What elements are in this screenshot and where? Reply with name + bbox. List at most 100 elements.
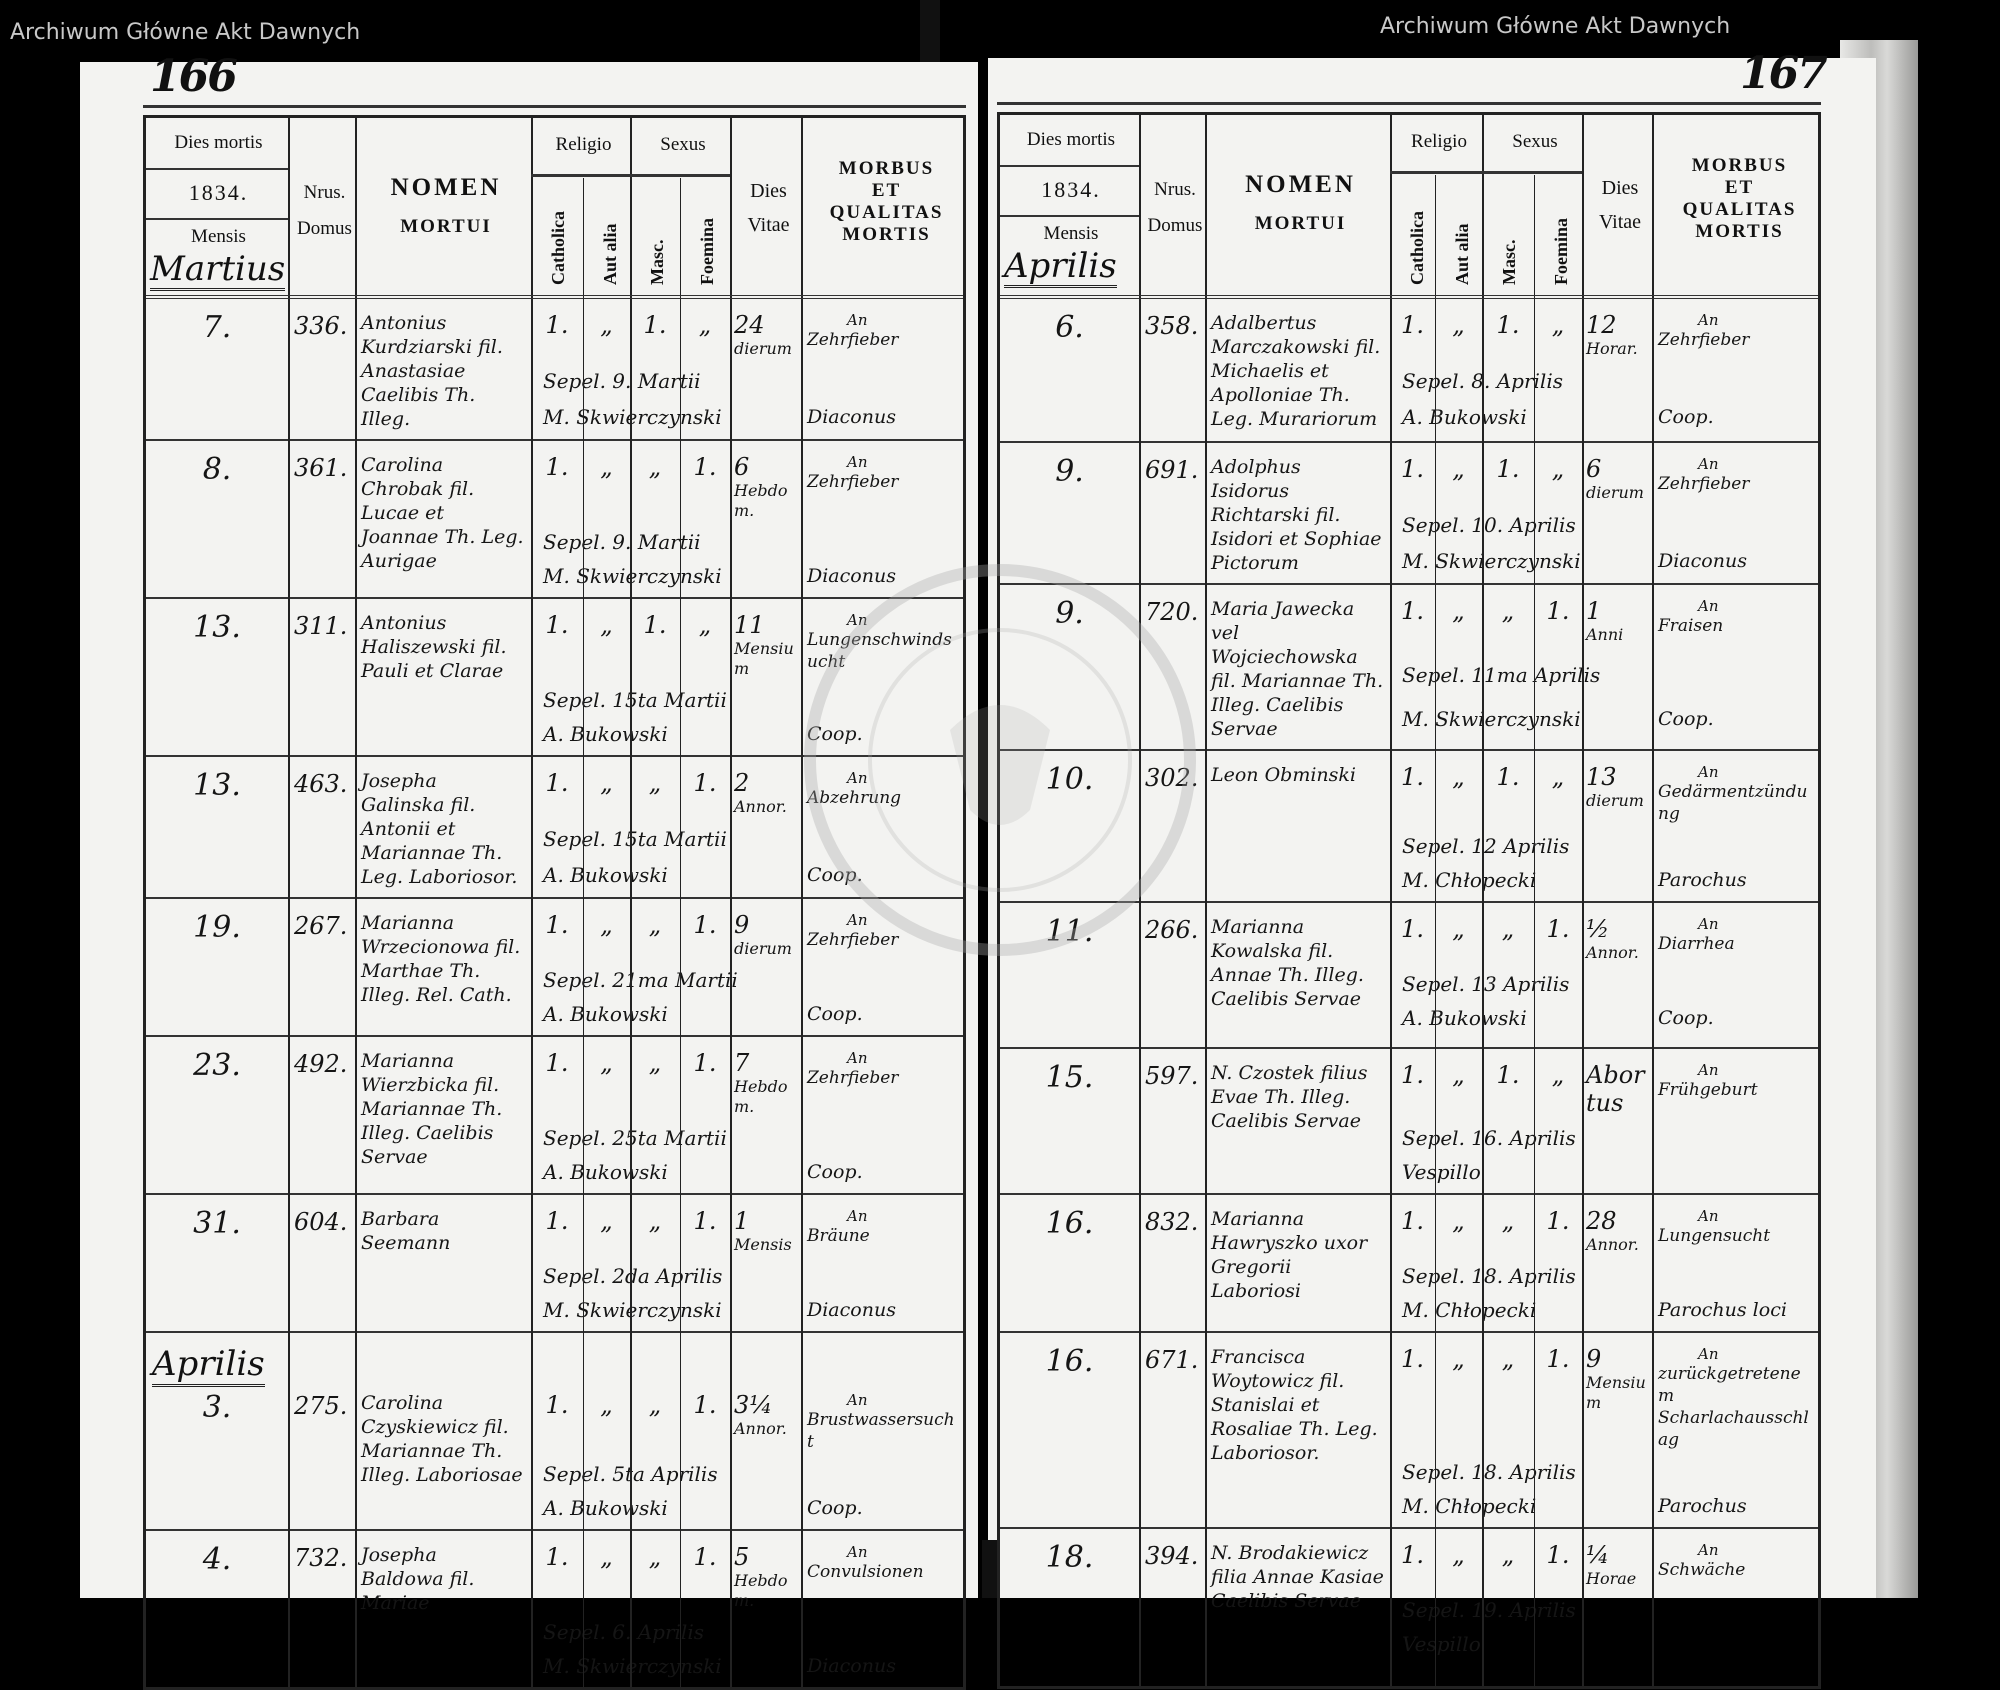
right-entry-morbus-cell: An Fraisen — [1652, 597, 1818, 654]
right-header-vitae: Vitae — [1598, 211, 1642, 233]
right-entry-catholica: 1. — [1401, 1061, 1424, 1089]
right-header-dies: Dies — [1601, 177, 1639, 199]
left-entry-name: Antonius Kurdziarski fil. Anastasiae Cae… — [361, 312, 503, 430]
right-column-rule — [1652, 115, 1654, 1686]
right-entry-burial-date: Sepel. 16. Aprilis — [1402, 1126, 1576, 1150]
right-header-morbus: MORBUS — [1691, 155, 1788, 176]
left-entry-officiant-title: Coop. — [807, 1003, 863, 1025]
left-entry-aut-alia: „ — [600, 1543, 613, 1571]
right-top-rule — [997, 102, 1821, 105]
left-entry-vitae-number: 11 — [734, 611, 765, 639]
right-entry-masc: 1. — [1496, 1061, 1520, 1089]
right-entry-vitae-unit: Mensium — [1586, 1373, 1646, 1412]
left-entry-name: Josepha Baldowa fil. Mariae — [361, 1544, 475, 1614]
right-entry-foemina: „ — [1551, 1061, 1565, 1089]
right-year-rule — [1000, 215, 1139, 217]
left-page-number: 166 — [150, 51, 238, 102]
right-entry-morbus: zurückgetretenem Scharlachausschlag — [1658, 1364, 1809, 1450]
right-entry-morbus-prefix: An — [1698, 455, 1719, 473]
left-entry-foemina: „ — [698, 311, 712, 339]
left-table-header: Dies mortis 1834. Mensis Martius Nrus. Domus N… — [146, 118, 963, 299]
left-entry-aut-alia: „ — [600, 311, 613, 339]
right-entry-morbus-cell: An Zehrfieber — [1652, 311, 1818, 360]
right-entry-foemina: 1. — [1546, 915, 1570, 943]
left-entry-officiant-title: Diaconus — [807, 1299, 896, 1321]
right-entry-burial-date: Sepel. 8. Aprilis — [1402, 369, 1563, 394]
right-entry-aut-alia: „ — [1452, 1207, 1465, 1235]
left-entry-morbus-prefix: An — [847, 911, 868, 929]
left-entry-vitae-number: 3¼ — [734, 1391, 773, 1419]
left-entry-morbus-prefix: An — [847, 1049, 868, 1067]
left-entry-day: 13. — [193, 768, 241, 803]
right-entry-burial-date: Sepel. 11ma Aprilis — [1402, 663, 1601, 688]
left-entry-burial-officiant: A. Bukowski — [543, 862, 668, 887]
right-entry-morbus-prefix: An — [1698, 915, 1719, 933]
right-entry-catholica: 1. — [1401, 597, 1424, 625]
right-entry-vitae-unit: Horar. — [1586, 339, 1638, 358]
right-entry-house: 671. — [1145, 1346, 1199, 1374]
left-entry-day: 8. — [202, 452, 232, 487]
right-entry-day: 10. — [1045, 762, 1094, 797]
right-entry-masc: „ — [1501, 1345, 1515, 1373]
right-entry-day: 6. — [1055, 310, 1084, 345]
watermark-right: Archiwum Główne Akt Dawnych — [1380, 14, 1731, 39]
left-entry-burial-officiant: M. Skwierczynski — [543, 564, 722, 588]
left-header-mensis: Mensis — [191, 226, 246, 247]
left-entry-name: Marianna Wrzecionowa fil. Marthae Th. Il… — [361, 912, 521, 1006]
right-entry-morbus-cell: An zurückgetretenem Scharlachausschlag — [1652, 1345, 1818, 1451]
left-entry-masc: „ — [648, 769, 662, 797]
right-entry-day: 9. — [1055, 596, 1084, 631]
right-entry-morbus-cell: An Lungensucht — [1652, 1207, 1818, 1255]
right-entry-name: Adolphus Isidorus Richtarski fil. Isidor… — [1211, 456, 1382, 574]
right-entry-vitae: ½ Annor. — [1582, 915, 1652, 963]
left-header-aut-alia: Aut alia — [600, 223, 620, 285]
left-entry-officiant-title: Coop. — [807, 1497, 863, 1519]
right-header-catholica: Catholica — [1407, 211, 1427, 285]
right-entry-masc: 1. — [1496, 455, 1520, 483]
right-entry-morbus: Frühgeburt — [1658, 1080, 1758, 1100]
left-entry-vitae-number: 9 — [734, 911, 750, 939]
right-entry-name: Leon Obminski — [1211, 764, 1356, 786]
left-entry-row: 7. 336. Antonius Kurdziarski fil. Anastasi… — [146, 299, 963, 441]
right-entry-burial-date: Sepel. 18. Aprilis — [1402, 1460, 1576, 1484]
right-entry-foemina: „ — [1551, 311, 1565, 339]
binding-strip-bottom — [982, 1540, 998, 1598]
left-entry-row: 13. 311. Antonius Haliszewski fil. Pauli e… — [146, 599, 963, 757]
left-entry-morbus: Lungenschwindsucht — [807, 630, 952, 672]
left-entry-officiant-title: Coop. — [807, 723, 863, 745]
left-entry-day: 7. — [202, 310, 232, 345]
right-entry-morbus: Zehrfieber — [1658, 474, 1750, 494]
right-entry-burial-date: Sepel. 12 Aprilis — [1402, 834, 1570, 858]
left-entry-burial-officiant: A. Bukowski — [543, 1496, 668, 1520]
left-header-et: ET — [871, 180, 902, 201]
left-entry-officiant-title: Diaconus — [807, 565, 896, 587]
left-entry-masc: „ — [648, 1049, 662, 1077]
right-entry-morbus-prefix: An — [1698, 1345, 1719, 1363]
right-header-domus: Domus — [1147, 215, 1203, 236]
right-entry-morbus-cell: An Zehrfieber — [1652, 455, 1818, 504]
right-entry-catholica: 1. — [1401, 1541, 1424, 1569]
left-entry-vitae-unit: dierum — [734, 339, 792, 358]
left-entry-morbus: Zehrfieber — [807, 1068, 899, 1088]
left-entry-vitae: 7 Hebdom. — [730, 1049, 801, 1117]
left-entry-row: 31. 604. Barbara Seemann 1. „ „ 1. 1 Mensis An Brä… — [146, 1195, 963, 1333]
right-entry-burial-officiant: M. Skwierczynski — [1402, 548, 1581, 573]
right-header-nrus: Nrus. — [1154, 179, 1196, 200]
left-entry-morbus-prefix: An — [847, 453, 868, 471]
left-header-dies-mortis: Dies mortis — [174, 132, 263, 153]
right-entry-vitae: 6 dierum — [1582, 455, 1652, 504]
right-entry-house: 358. — [1145, 312, 1199, 340]
right-entry-masc: „ — [1501, 1207, 1515, 1235]
right-entry-house: 266. — [1145, 916, 1199, 944]
left-entry-catholica: 1. — [545, 769, 569, 797]
left-entry-foemina: „ — [698, 611, 712, 639]
right-entry-name: N. Brodakiewicz filia Annae Kasiae Caeli… — [1211, 1542, 1384, 1612]
left-entry-burial-officiant: M. Skwierczynski — [543, 1654, 722, 1678]
left-entry-day: 4. — [202, 1542, 232, 1577]
right-entry-officiant-title — [1652, 1159, 1818, 1185]
left-entry-morbus-cell: An Zehrfieber — [801, 311, 963, 360]
right-entry-house: 394. — [1145, 1542, 1199, 1570]
right-entry-morbus-cell: An Diarrhea — [1652, 915, 1818, 963]
left-entry-name: Carolina Czyskiewicz fil. Mariannae Th. … — [361, 1392, 523, 1486]
right-entry-vitae: 9 Mensium — [1582, 1345, 1652, 1451]
